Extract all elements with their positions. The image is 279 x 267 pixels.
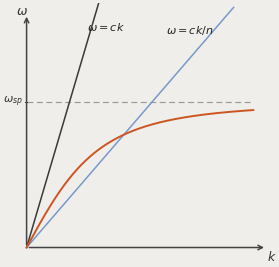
Text: $\omega = ck/n$: $\omega = ck/n$ [166,24,214,37]
Text: $\omega$: $\omega$ [16,5,28,18]
Text: $\omega_{sp}$: $\omega_{sp}$ [3,95,23,109]
Text: $\omega = ck$: $\omega = ck$ [87,21,125,33]
Text: $k$: $k$ [266,250,276,264]
